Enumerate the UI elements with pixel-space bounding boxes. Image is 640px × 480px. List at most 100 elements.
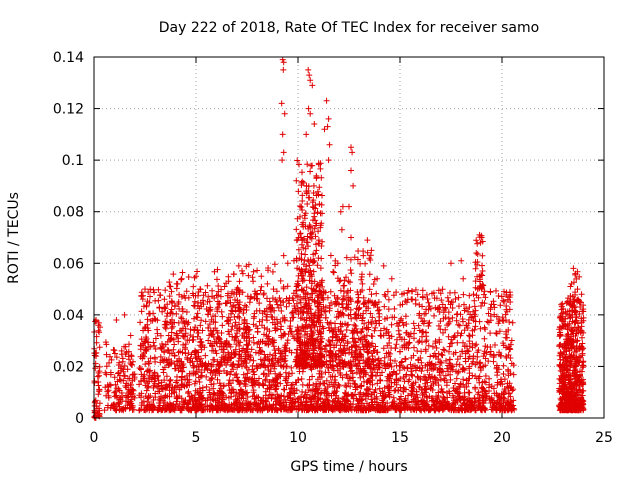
data-point [166,381,173,387]
data-point [319,277,326,284]
data-point [212,397,219,404]
data-point [257,338,264,345]
data-point [376,310,383,317]
data-point [97,324,103,331]
data-point [173,310,180,317]
data-point [145,393,152,400]
data-point [325,157,332,164]
data-point [119,398,126,405]
data-point [317,282,323,289]
data-point [230,366,237,373]
data-point [356,391,363,398]
data-point [497,353,504,359]
data-point [501,407,508,414]
data-point [406,339,413,346]
data-point [339,331,346,338]
data-point [189,405,196,411]
data-point [265,363,271,370]
data-point [122,406,129,412]
data-point [460,318,466,325]
data-point [293,300,300,307]
data-point [193,355,200,362]
data-point [437,326,444,333]
data-point [350,182,357,189]
data-point [159,341,165,347]
data-point [392,407,399,413]
data-point [405,345,412,352]
data-point [409,288,416,295]
data-point [297,308,304,315]
data-point [182,295,189,302]
data-point [315,307,322,313]
data-point [256,318,263,325]
data-point [315,191,322,198]
data-point [95,382,102,389]
data-point [309,296,316,303]
data-point [185,390,192,396]
data-point [352,361,359,368]
data-point [327,288,334,295]
data-point [218,404,225,411]
data-point [505,397,512,403]
data-point [298,256,305,263]
data-point [454,339,461,346]
data-point [224,370,231,376]
data-point [465,389,472,396]
data-point [342,382,349,389]
data-point [283,303,290,310]
data-point [143,303,150,310]
data-point [340,350,347,356]
data-point [307,223,314,230]
data-point [450,351,457,357]
data-point [102,369,109,376]
data-point [311,121,318,127]
data-point [468,401,474,408]
data-point [487,304,494,311]
data-point [273,298,280,305]
data-point [190,336,197,343]
data-point [144,321,151,328]
data-point [304,233,311,240]
data-point [335,395,342,401]
data-point [468,315,475,321]
data-point [451,332,458,339]
data-point [505,366,511,373]
data-point [280,284,287,290]
data-point [371,300,378,306]
data-point [280,402,287,409]
data-point [275,394,282,401]
data-point [430,352,437,359]
data-point [121,362,128,369]
data-point [359,341,366,347]
data-point [343,396,350,403]
data-point [432,374,438,381]
data-point [437,318,444,325]
data-point [381,291,388,298]
data-point [494,381,501,388]
data-point [354,256,361,263]
data-point [295,188,302,195]
data-point [343,274,349,281]
data-point [185,399,192,406]
data-point [106,359,112,366]
data-point [301,356,307,363]
data-point [166,350,173,357]
data-point [170,401,177,408]
data-point [297,346,304,353]
data-point [302,291,309,298]
data-point [156,292,163,299]
data-point [509,387,516,394]
data-point [336,398,342,405]
data-point [403,299,410,306]
data-point [451,289,458,296]
data-point [496,349,503,356]
data-point [375,299,382,305]
data-point [413,391,420,398]
data-point [417,384,423,391]
data-point [198,355,204,362]
data-point [115,370,121,377]
data-point [305,257,311,263]
data-point [357,374,364,381]
data-point [218,396,225,403]
x-tick-label: 25 [595,430,613,446]
